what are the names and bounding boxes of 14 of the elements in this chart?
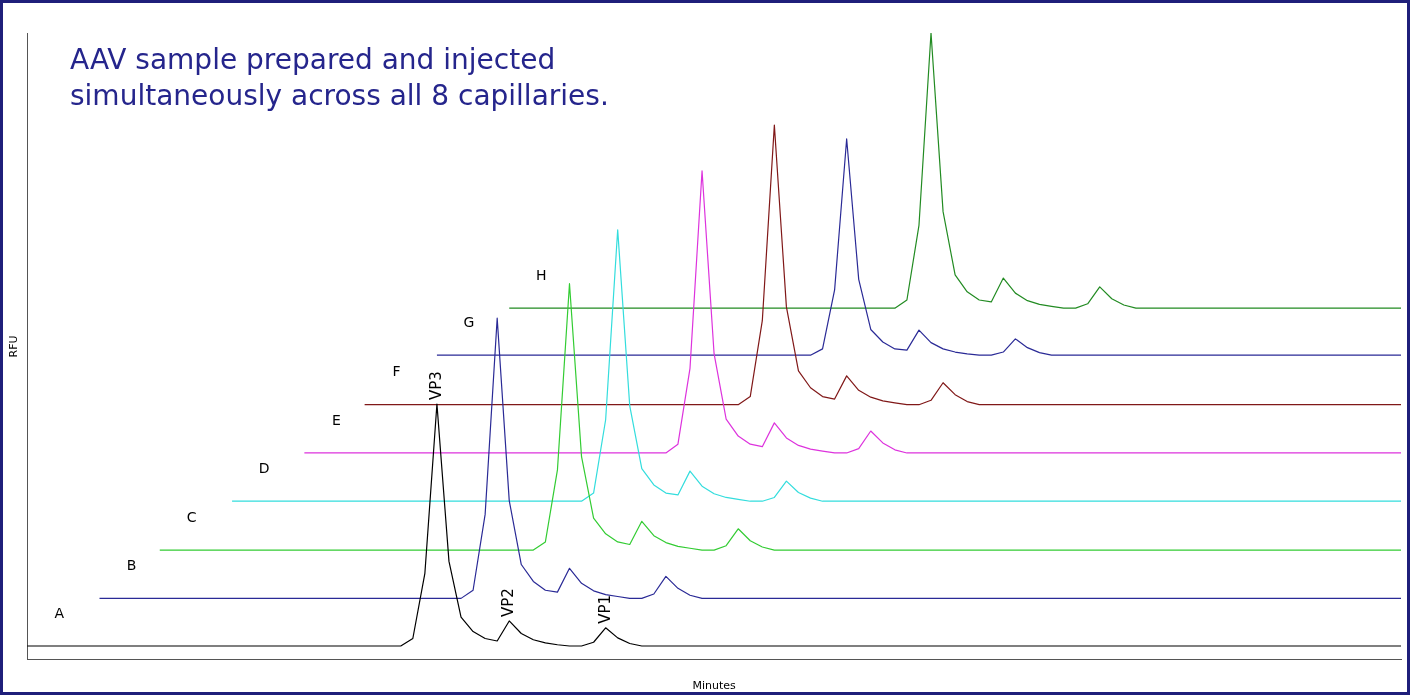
series-label: B	[126, 557, 137, 574]
x-axis-title: Minutes	[692, 679, 737, 693]
annotation: VP2	[499, 588, 518, 617]
series-label: E	[331, 411, 341, 428]
annotation: VP3	[426, 371, 445, 401]
text: AAV sample prepared and injected simultaneously across all 8 capillaries.	[70, 42, 610, 114]
series-label: H	[535, 266, 547, 283]
series-label: G	[463, 313, 475, 330]
y-axis-title: RFU	[7, 335, 21, 358]
series-label: D	[258, 459, 270, 476]
series-label: F	[392, 363, 401, 380]
series-label: A	[54, 604, 65, 621]
series-label: C	[186, 508, 197, 525]
annotation: VP1	[595, 594, 614, 624]
